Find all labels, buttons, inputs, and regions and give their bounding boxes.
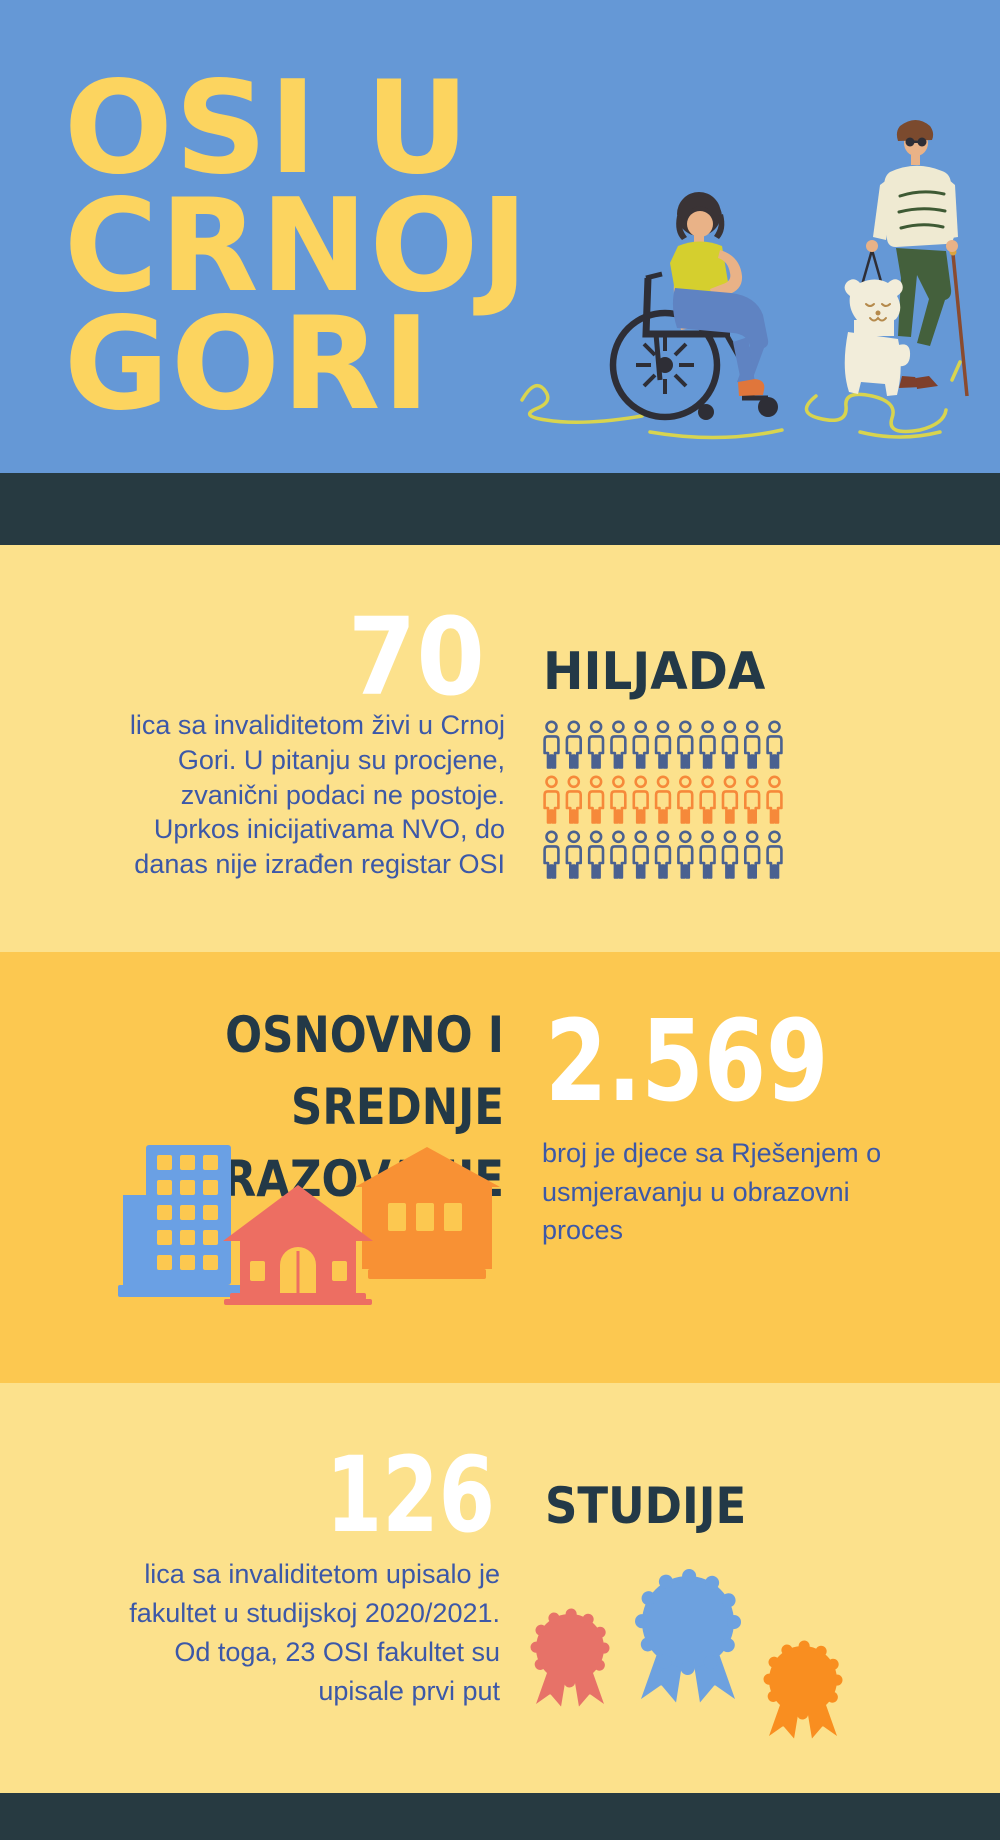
blue-building-icon bbox=[118, 1145, 245, 1297]
man-with-guide-dog-icon bbox=[844, 120, 969, 397]
sunglasses-icon bbox=[905, 137, 927, 147]
award-rosette-icon bbox=[763, 1640, 843, 1744]
guide-dog-icon bbox=[844, 279, 911, 396]
population-number: 70 bbox=[348, 596, 485, 720]
school-buildings-illustration bbox=[118, 1145, 500, 1305]
studies-section: 126 STUDIJE lica sa invaliditetom upisal… bbox=[0, 1383, 1000, 1793]
people-illustration bbox=[520, 120, 969, 440]
award-rosettes-illustration bbox=[530, 1569, 843, 1744]
population-pictograph bbox=[543, 720, 783, 879]
education-number: 2.569 bbox=[545, 997, 829, 1127]
poster-title: OSI U CRNOJ GORI bbox=[64, 54, 531, 439]
studies-number: 126 bbox=[325, 1434, 495, 1556]
education-section: OSNOVNO I SREDNJE OBRAZOVANJE 2.569 broj… bbox=[0, 952, 1000, 1383]
woman-in-wheelchair-icon bbox=[609, 192, 778, 421]
population-section: 70 HILJADA lica sa invaliditetom živi u … bbox=[0, 545, 1000, 952]
orange-building-icon bbox=[355, 1147, 500, 1279]
award-rosette-icon bbox=[530, 1608, 610, 1712]
hero-section: OSI U CRNOJ GORI bbox=[0, 0, 1000, 473]
award-rosette-icon bbox=[635, 1569, 741, 1708]
population-unit-label: HILJADA bbox=[543, 642, 766, 702]
divider-band-bottom bbox=[0, 1793, 1000, 1840]
ground-squiggles-icon bbox=[520, 360, 962, 440]
education-description: broj je djece sa Rješenjem o usmjeravanj… bbox=[542, 1138, 882, 1246]
divider-band-top bbox=[0, 473, 1000, 545]
red-house-icon bbox=[223, 1185, 373, 1305]
studies-label: STUDIJE bbox=[545, 1477, 747, 1535]
population-description: lica sa invaliditetom živi u Crnoj Gori.… bbox=[129, 710, 505, 880]
studies-description: lica sa invaliditetom upisalo je fakulte… bbox=[129, 1559, 500, 1706]
